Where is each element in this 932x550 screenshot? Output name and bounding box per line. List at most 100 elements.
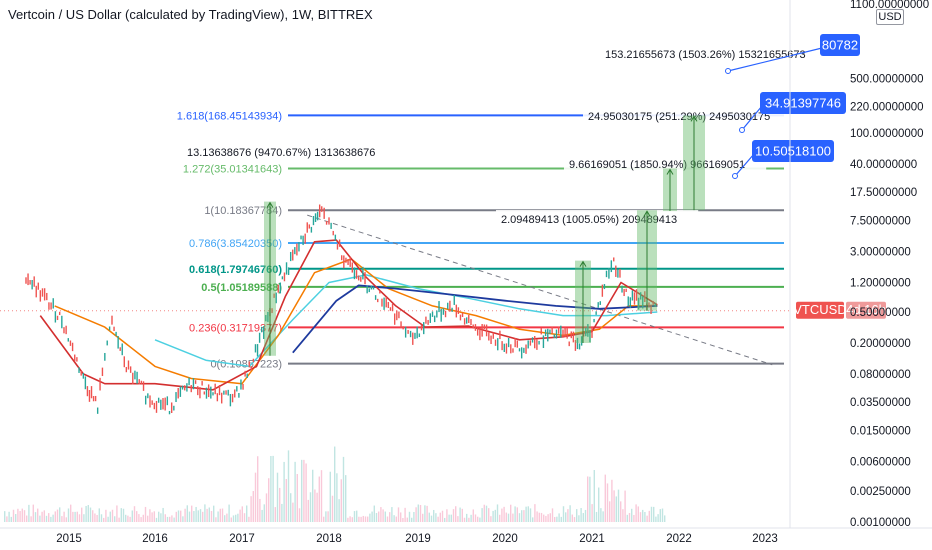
badge-connector: [741, 105, 763, 131]
volume-bar: [318, 476, 320, 522]
volume-bar: [587, 476, 589, 522]
volume-bar: [303, 459, 305, 522]
volume-bar: [446, 509, 448, 522]
volume-bar: [312, 469, 314, 522]
volume-bar: [639, 512, 642, 522]
volume-bar: [41, 511, 43, 522]
volume-bar: [501, 508, 503, 522]
volume-bar: [8, 511, 10, 522]
volume-bar: [461, 508, 463, 522]
volume-bar: [477, 516, 479, 522]
volume-bar: [369, 513, 371, 522]
volume-bar: [144, 506, 147, 522]
volume-bar: [85, 505, 87, 522]
volume-bar: [516, 507, 518, 522]
volume-bar: [602, 511, 604, 522]
volume-bar: [15, 514, 17, 522]
volume-bar: [554, 517, 556, 522]
volume-bar: [424, 505, 426, 522]
y-tick-label: 1.20000000: [850, 277, 911, 289]
blue-moving-average: [292, 284, 658, 354]
y-tick-label: 220.00000000: [850, 101, 924, 113]
volume-bar: [131, 510, 133, 522]
price-series: [25, 204, 656, 415]
volume-bar: [549, 513, 551, 522]
volume-bar: [221, 508, 224, 522]
volume-bar: [340, 479, 342, 522]
trendline: [0, 214, 790, 366]
volume-bar: [10, 516, 12, 522]
x-tick-label: 2016: [142, 533, 168, 545]
volume-bar: [316, 492, 318, 522]
volume-bar: [406, 517, 408, 522]
volume-bar: [569, 505, 571, 522]
volume-bar: [199, 509, 202, 522]
volume-bar: [523, 510, 525, 522]
volume-bar: [589, 476, 591, 522]
volume-bar: [270, 455, 272, 522]
volume-bar: [459, 507, 461, 522]
volume-bar: [510, 504, 512, 522]
volume-bar: [215, 517, 217, 522]
volume-bar: [331, 495, 334, 522]
volume-bar: [609, 501, 611, 522]
volume-bar: [628, 513, 631, 522]
volume-bar: [294, 461, 296, 522]
y-tick-label: 7.50000000: [850, 216, 911, 228]
volume-bar: [441, 510, 444, 522]
volume-bar: [382, 509, 384, 522]
volume-bar: [224, 515, 226, 522]
projection-label: 153.21655673 (1503.26%) 15321655673: [605, 49, 806, 61]
volume-bar: [30, 516, 32, 522]
volume-bar: [532, 517, 534, 522]
volume-bar: [593, 470, 595, 522]
volume-bar: [358, 516, 360, 522]
volume-bar: [173, 517, 175, 522]
volume-bar: [61, 516, 63, 522]
volume-bar: [558, 513, 560, 522]
badge-anchor: [725, 68, 731, 74]
projection-label: 13.13638676 (9470.67%) 1313638676: [187, 147, 375, 159]
projection-boxes: 13.13638676 (9470.67%) 1313638676 2.09489…: [182, 45, 827, 356]
projection-label-bg: [182, 143, 397, 161]
volume-bar: [243, 513, 246, 522]
volume-bar: [133, 506, 136, 522]
volume-bar: [114, 516, 116, 522]
volume-bar: [235, 514, 237, 522]
volume-bar: [74, 511, 76, 522]
volume-bar: [186, 505, 188, 522]
volume-bar: [162, 507, 164, 522]
symbol-tag: [796, 301, 844, 319]
volume-bar: [373, 505, 375, 522]
badge-connector: [727, 47, 823, 72]
volume-bar: [631, 508, 633, 522]
volume-bar: [140, 517, 142, 522]
volume-bar: [386, 516, 389, 522]
volume-bar: [435, 513, 437, 522]
volume-bar: [664, 515, 666, 522]
badge-anchor: [732, 173, 738, 179]
volume-bar: [384, 511, 386, 522]
volume-bar: [298, 508, 301, 522]
y-tick-label: 17.50000000: [850, 187, 917, 199]
volume-bar: [428, 512, 430, 522]
volume-bar: [188, 511, 191, 522]
volume-bar: [521, 510, 523, 522]
axis-unit-button[interactable]: USD: [876, 9, 904, 25]
volume-bar: [525, 506, 527, 522]
volume-bar: [37, 508, 39, 522]
volume-bar: [89, 507, 92, 522]
volume-bar: [351, 517, 353, 522]
volume-bar: [285, 479, 287, 522]
volume-bar: [349, 516, 351, 522]
volume-bar: [208, 507, 210, 522]
volume-bar: [32, 504, 34, 522]
volume-bar: [259, 498, 261, 522]
volume-bar: [582, 513, 584, 522]
volume-bar: [415, 507, 417, 522]
volume-bar: [657, 514, 659, 522]
volume-bar: [562, 506, 565, 522]
volume-bar: [98, 508, 100, 522]
cyan-moving-average: [154, 274, 658, 368]
